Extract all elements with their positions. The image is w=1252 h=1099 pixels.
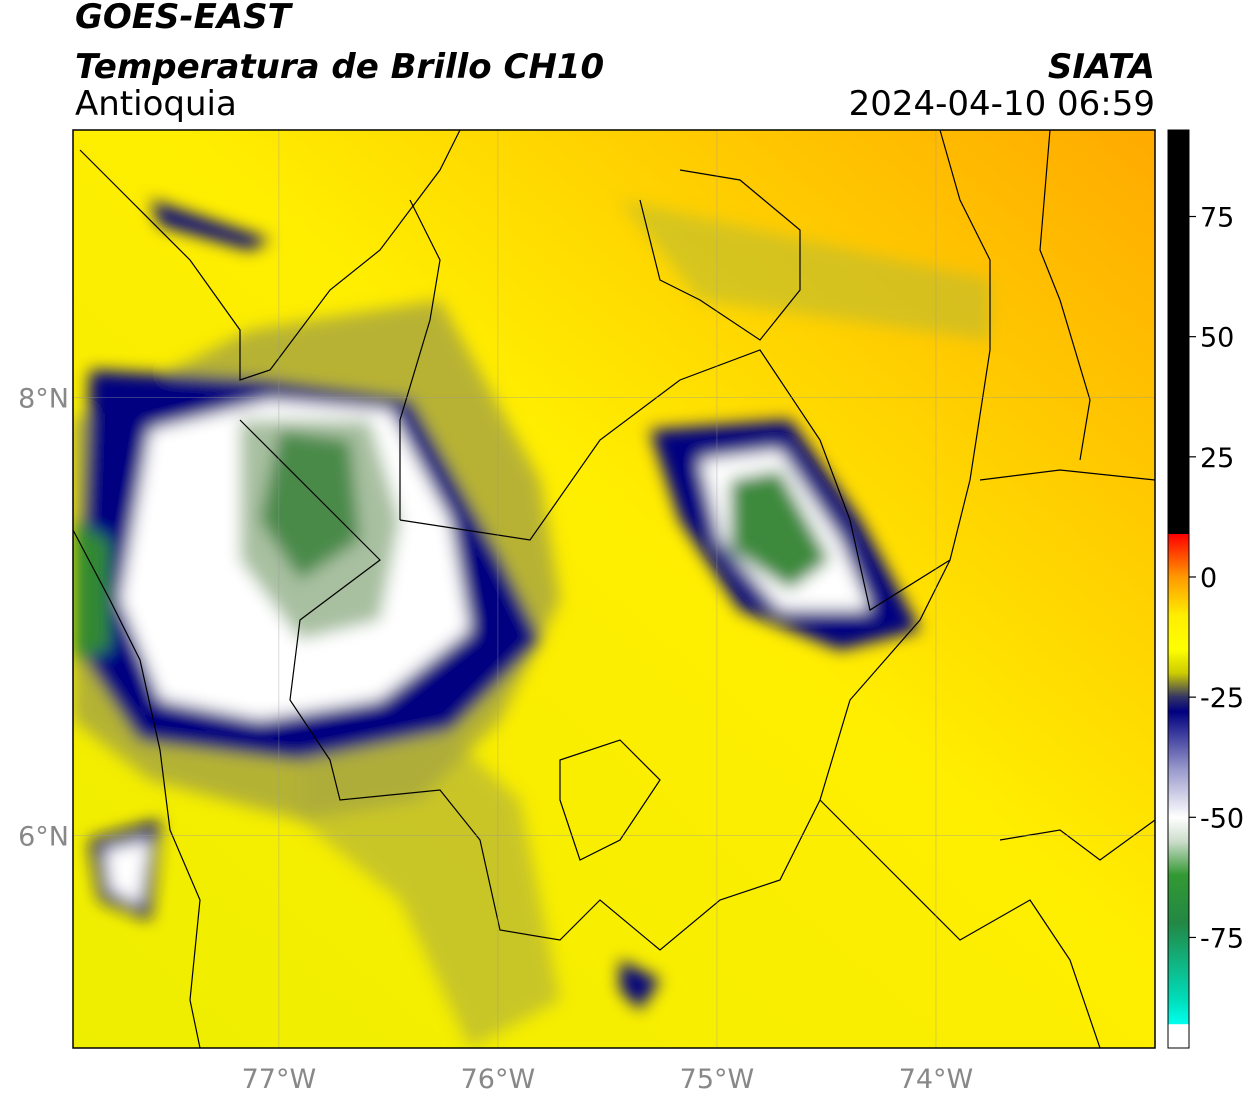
region: Antioquia <box>75 84 237 124</box>
map-frame <box>72 129 1156 1049</box>
colorbar-tick-label: 25 <box>1200 443 1234 474</box>
colorbar-tick-label: 50 <box>1200 323 1234 354</box>
x-tick-label: 77°W <box>242 1064 317 1095</box>
datetime: 2024-04-10 06:59 <box>849 84 1155 124</box>
y-tick-label: 6°N <box>18 821 69 852</box>
x-tick-label: 75°W <box>680 1064 755 1095</box>
map-image <box>73 130 1155 1048</box>
colorbar-tick-label: -50 <box>1200 803 1244 834</box>
colorbar-tick-label: -25 <box>1200 683 1244 714</box>
grid <box>73 130 1155 1048</box>
colorbar-tick-label: 75 <box>1200 203 1234 234</box>
colorbar-tick-label: -75 <box>1200 923 1244 954</box>
source: SIATA <box>1048 47 1155 87</box>
borders <box>73 130 1155 1048</box>
colorbar-tick-label: 0 <box>1200 563 1217 594</box>
colorbar <box>1167 129 1190 1049</box>
y-tick-label: 8°N <box>18 383 69 414</box>
x-tick-label: 74°W <box>899 1064 974 1095</box>
subtitle: Temperatura de Brillo CH10 <box>75 47 604 87</box>
x-tick-label: 76°W <box>461 1064 536 1095</box>
cloud-field <box>73 200 990 1048</box>
title: GOES-EAST <box>75 0 294 37</box>
